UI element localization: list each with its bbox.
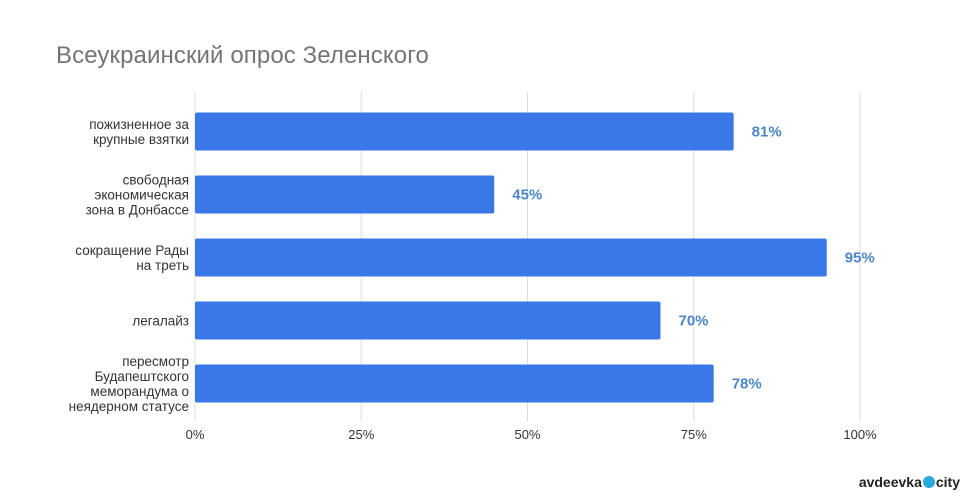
category-label: крупные взятки (93, 132, 189, 147)
category-label: легалайз (132, 314, 189, 329)
x-tick-label: 100% (843, 427, 877, 442)
watermark-dot-icon (922, 476, 935, 488)
bar (195, 238, 827, 277)
x-tick-label: 25% (348, 427, 374, 442)
x-tick-label: 75% (681, 427, 707, 442)
category-label: экономическая (94, 188, 189, 203)
x-tick-label: 50% (514, 427, 540, 442)
watermark-suffix: city (935, 474, 960, 490)
bar (195, 301, 661, 340)
data-label: 81% (752, 124, 782, 141)
watermark-logo: avdeevka city (859, 474, 960, 490)
bar (195, 364, 714, 403)
bar (195, 175, 495, 214)
chart-title: Всеукраинский опрос Зеленского (56, 42, 429, 69)
category-label: пересмотр (122, 354, 189, 369)
category-label: неядерном статусе (69, 399, 189, 414)
data-label: 45% (512, 187, 542, 204)
category-label: пожизненное за (89, 117, 189, 132)
category-label: Будапештского (95, 369, 189, 384)
category-label: свободная (123, 173, 189, 188)
category-label: на треть (136, 258, 189, 273)
category-label: сокращение Рады (75, 243, 189, 258)
data-label: 78% (732, 376, 762, 393)
category-label: зона в Донбассе (86, 203, 189, 218)
category-label: меморандума о (90, 384, 189, 399)
bar (195, 112, 734, 151)
data-label: 70% (679, 313, 709, 330)
watermark-prefix: avdeevka (858, 474, 922, 490)
x-tick-label: 0% (186, 427, 205, 442)
data-label: 95% (845, 250, 875, 267)
